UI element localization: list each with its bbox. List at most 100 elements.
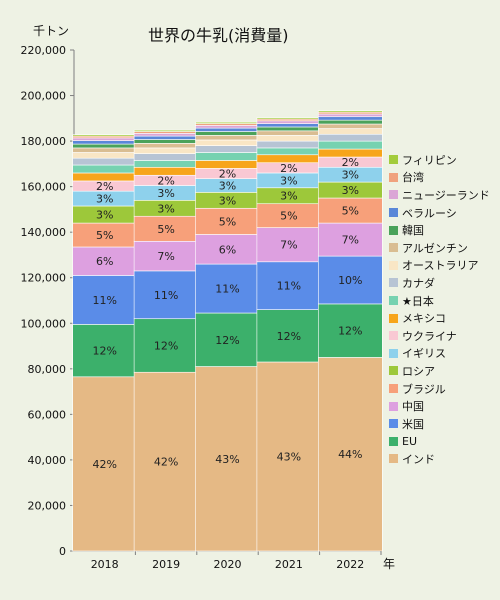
bar-segment [317,123,383,129]
data-label: 12% [338,325,362,338]
bar-segment [317,119,383,125]
data-label: 3% [280,190,297,203]
bar-segment [133,133,199,137]
bar-segment [133,166,199,176]
legend-label: ★日本 [402,294,434,308]
bar-segment [72,152,137,159]
data-label: 12% [215,334,239,347]
x-tick-label: 2021 [275,558,303,571]
data-label: 5% [280,210,297,223]
legend-label: ベラルーシ [402,206,457,220]
bar-segment [72,147,137,153]
bar-segment [317,222,383,257]
data-label: 3% [157,187,174,200]
legend-label: 中国 [402,400,424,414]
legend-swatch [389,366,398,376]
legend-item: EU [389,433,490,451]
legend-swatch [389,278,398,288]
legend-item: ウクライナ [389,327,490,345]
data-label: 3% [342,184,359,197]
y-tick-label: 120,000 [21,272,67,285]
data-label: 43% [215,453,239,466]
bar-segment [72,275,137,325]
y-tick-label: 180,000 [21,135,67,148]
bar-segment [256,309,322,363]
x-tick-label: 2022 [336,558,364,571]
legend-item: 中国 [389,397,490,415]
bar-segment [133,143,199,149]
legend-label: 韓国 [402,224,424,238]
legend-label: アルゼンチン [402,241,468,255]
legend-label: メキシコ [402,312,446,326]
legend-item: 韓国 [389,221,490,239]
y-tick-label: 80,000 [28,363,67,376]
legend-swatch [389,401,398,411]
bar-segment [72,164,137,174]
legend-item: インド [389,450,490,468]
legend-item: ニュージーランド [389,186,490,204]
bar-segment [133,371,199,552]
legend-swatch [389,190,398,200]
data-label: 2% [219,168,236,181]
data-label: 3% [280,174,297,187]
legend-label: ブラジル [402,382,446,396]
bar-segment [72,157,137,166]
legend-label: ロシア [402,364,435,378]
legend-label: フィリピン [402,153,457,167]
data-label: 11% [215,283,239,296]
bar-segment [317,140,383,150]
legend-swatch [389,313,398,323]
legend-label: カナダ [402,276,435,290]
chart-title: 世界の牛乳(消費量) [148,26,289,45]
data-label: 2% [280,162,297,175]
bar-segment [133,270,199,320]
chart-legend: フィリピン台湾ニュージーランド ベラルーシ韓国アルゼンチン オーストラリア カナダ ★日… [389,151,490,468]
x-tick-label: 2020 [214,558,242,571]
y-axis-unit-label: 千トン [33,24,70,38]
bar-segment [317,133,383,142]
data-label: 12% [277,330,301,343]
y-tick-label: 40,000 [28,454,67,467]
legend-swatch [389,260,398,270]
bar-segment [195,121,260,124]
legend-item: 台湾 [389,169,490,187]
legend-item: ブラジル [389,380,490,398]
legend-label: オーストラリア [402,259,479,273]
bar-segment [256,126,322,132]
bar-segment [133,147,199,154]
data-label: 11% [92,294,116,307]
y-tick-label: 200,000 [21,90,67,103]
legend-item: ★日本 [389,292,490,310]
bar-segment [133,153,199,161]
x-axis-unit-label: 年 [383,557,396,571]
data-label: 42% [92,458,116,471]
bar-segment [256,120,322,124]
bar-segment [72,143,137,149]
bar-segment [195,125,260,129]
data-label: 2% [157,174,174,187]
legend-swatch [389,172,398,182]
bar-segment [317,113,383,118]
bar-segment [317,116,383,121]
bar-segment [72,172,137,182]
y-tick-label: 140,000 [21,226,67,239]
bar-segment [195,135,260,141]
data-label: 12% [92,345,116,358]
bar-segment [256,117,322,120]
legend-item: イギリス [389,345,490,363]
data-label: 5% [96,229,113,242]
bar-segment [72,324,137,378]
legend-swatch [389,384,398,394]
y-tick-label: 220,000 [21,44,67,57]
data-label: 7% [342,234,359,247]
bar-segment [133,139,199,144]
bar-segment [195,127,260,132]
bar-segment [317,128,383,135]
bar-segment [317,357,383,552]
legend-label: ニュージーランド [402,188,490,202]
y-tick-label: 20,000 [28,499,67,512]
legend-label: 台湾 [402,171,424,185]
legend-swatch [389,454,398,464]
legend-swatch [389,208,398,218]
y-tick-label: 160,000 [21,181,67,194]
